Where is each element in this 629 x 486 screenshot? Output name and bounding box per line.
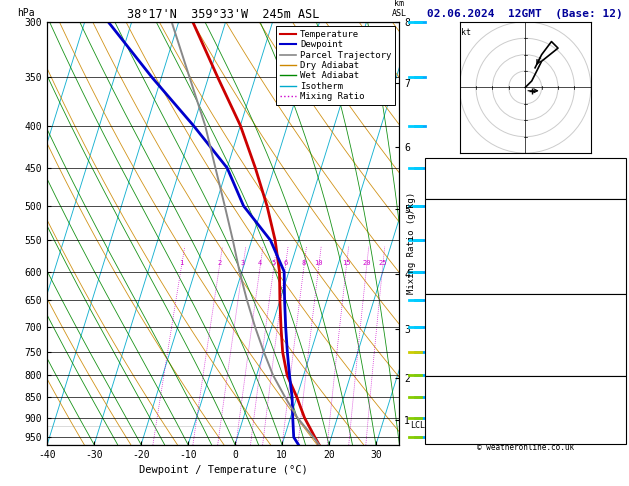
Text: CIN (J): CIN (J) [430, 283, 467, 292]
Text: K: K [430, 160, 435, 169]
Text: 15: 15 [342, 260, 351, 265]
Text: LCL: LCL [410, 421, 425, 431]
Text: 320: 320 [606, 242, 623, 251]
Text: 10: 10 [314, 260, 323, 265]
Text: CIN (J): CIN (J) [430, 364, 467, 373]
Text: 6: 6 [284, 260, 287, 265]
Text: 8: 8 [302, 260, 306, 265]
Text: StmDir: StmDir [430, 419, 462, 428]
Title: 38°17'N  359°33'W  245m ASL: 38°17'N 359°33'W 245m ASL [127, 8, 320, 21]
Text: 72: 72 [612, 392, 623, 400]
Text: 1: 1 [179, 260, 184, 265]
Text: 2: 2 [218, 260, 221, 265]
Text: PW (cm): PW (cm) [430, 188, 467, 196]
Text: StmSpd (kt): StmSpd (kt) [430, 433, 489, 441]
Text: 0: 0 [617, 283, 623, 292]
Text: Pressure (mb): Pressure (mb) [430, 310, 499, 319]
Text: -0: -0 [612, 337, 623, 346]
Text: Temp (°C): Temp (°C) [430, 215, 478, 224]
Text: 4: 4 [258, 260, 262, 265]
Text: 15: 15 [612, 433, 623, 441]
Text: 0: 0 [617, 269, 623, 278]
Text: 20: 20 [362, 260, 371, 265]
Text: 196: 196 [606, 405, 623, 414]
Text: Hodograph: Hodograph [501, 378, 549, 387]
Text: CAPE (J): CAPE (J) [430, 351, 472, 360]
Text: km
ASL: km ASL [392, 0, 407, 17]
Text: EH: EH [430, 392, 440, 400]
Text: Lifted Index: Lifted Index [430, 337, 494, 346]
Text: θₑ (K): θₑ (K) [430, 324, 462, 332]
Text: Lifted Index: Lifted Index [430, 256, 494, 264]
Text: 328: 328 [606, 324, 623, 332]
Text: θₑ(K): θₑ(K) [430, 242, 457, 251]
Text: hPa: hPa [17, 8, 35, 17]
Text: 44: 44 [612, 174, 623, 183]
Text: SREH: SREH [430, 405, 451, 414]
Legend: Temperature, Dewpoint, Parcel Trajectory, Dry Adiabat, Wet Adiabat, Isotherm, Mi: Temperature, Dewpoint, Parcel Trajectory… [276, 26, 395, 104]
Text: 5: 5 [272, 260, 276, 265]
Text: 750: 750 [606, 310, 623, 319]
Text: 29: 29 [612, 351, 623, 360]
Text: Mixing Ratio (g/kg): Mixing Ratio (g/kg) [408, 192, 416, 294]
Text: 4: 4 [617, 256, 623, 264]
Text: 02.06.2024  12GMT  (Base: 12): 02.06.2024 12GMT (Base: 12) [427, 9, 623, 19]
Text: 24: 24 [612, 160, 623, 169]
Text: 3: 3 [241, 260, 245, 265]
Text: Most Unstable: Most Unstable [490, 296, 560, 305]
Text: kt: kt [461, 28, 471, 37]
Text: Dewp (°C): Dewp (°C) [430, 228, 478, 237]
Text: 17.9: 17.9 [601, 215, 623, 224]
Text: 13.5: 13.5 [601, 228, 623, 237]
Text: 25: 25 [379, 260, 387, 265]
Text: CAPE (J): CAPE (J) [430, 269, 472, 278]
Text: © weatheronline.co.uk: © weatheronline.co.uk [477, 443, 574, 452]
X-axis label: Dewpoint / Temperature (°C): Dewpoint / Temperature (°C) [139, 465, 308, 475]
Text: 268°: 268° [601, 419, 623, 428]
Text: 2.87: 2.87 [601, 188, 623, 196]
Text: Surface: Surface [506, 201, 544, 210]
Text: Totals Totals: Totals Totals [430, 174, 499, 183]
Text: 41: 41 [612, 364, 623, 373]
